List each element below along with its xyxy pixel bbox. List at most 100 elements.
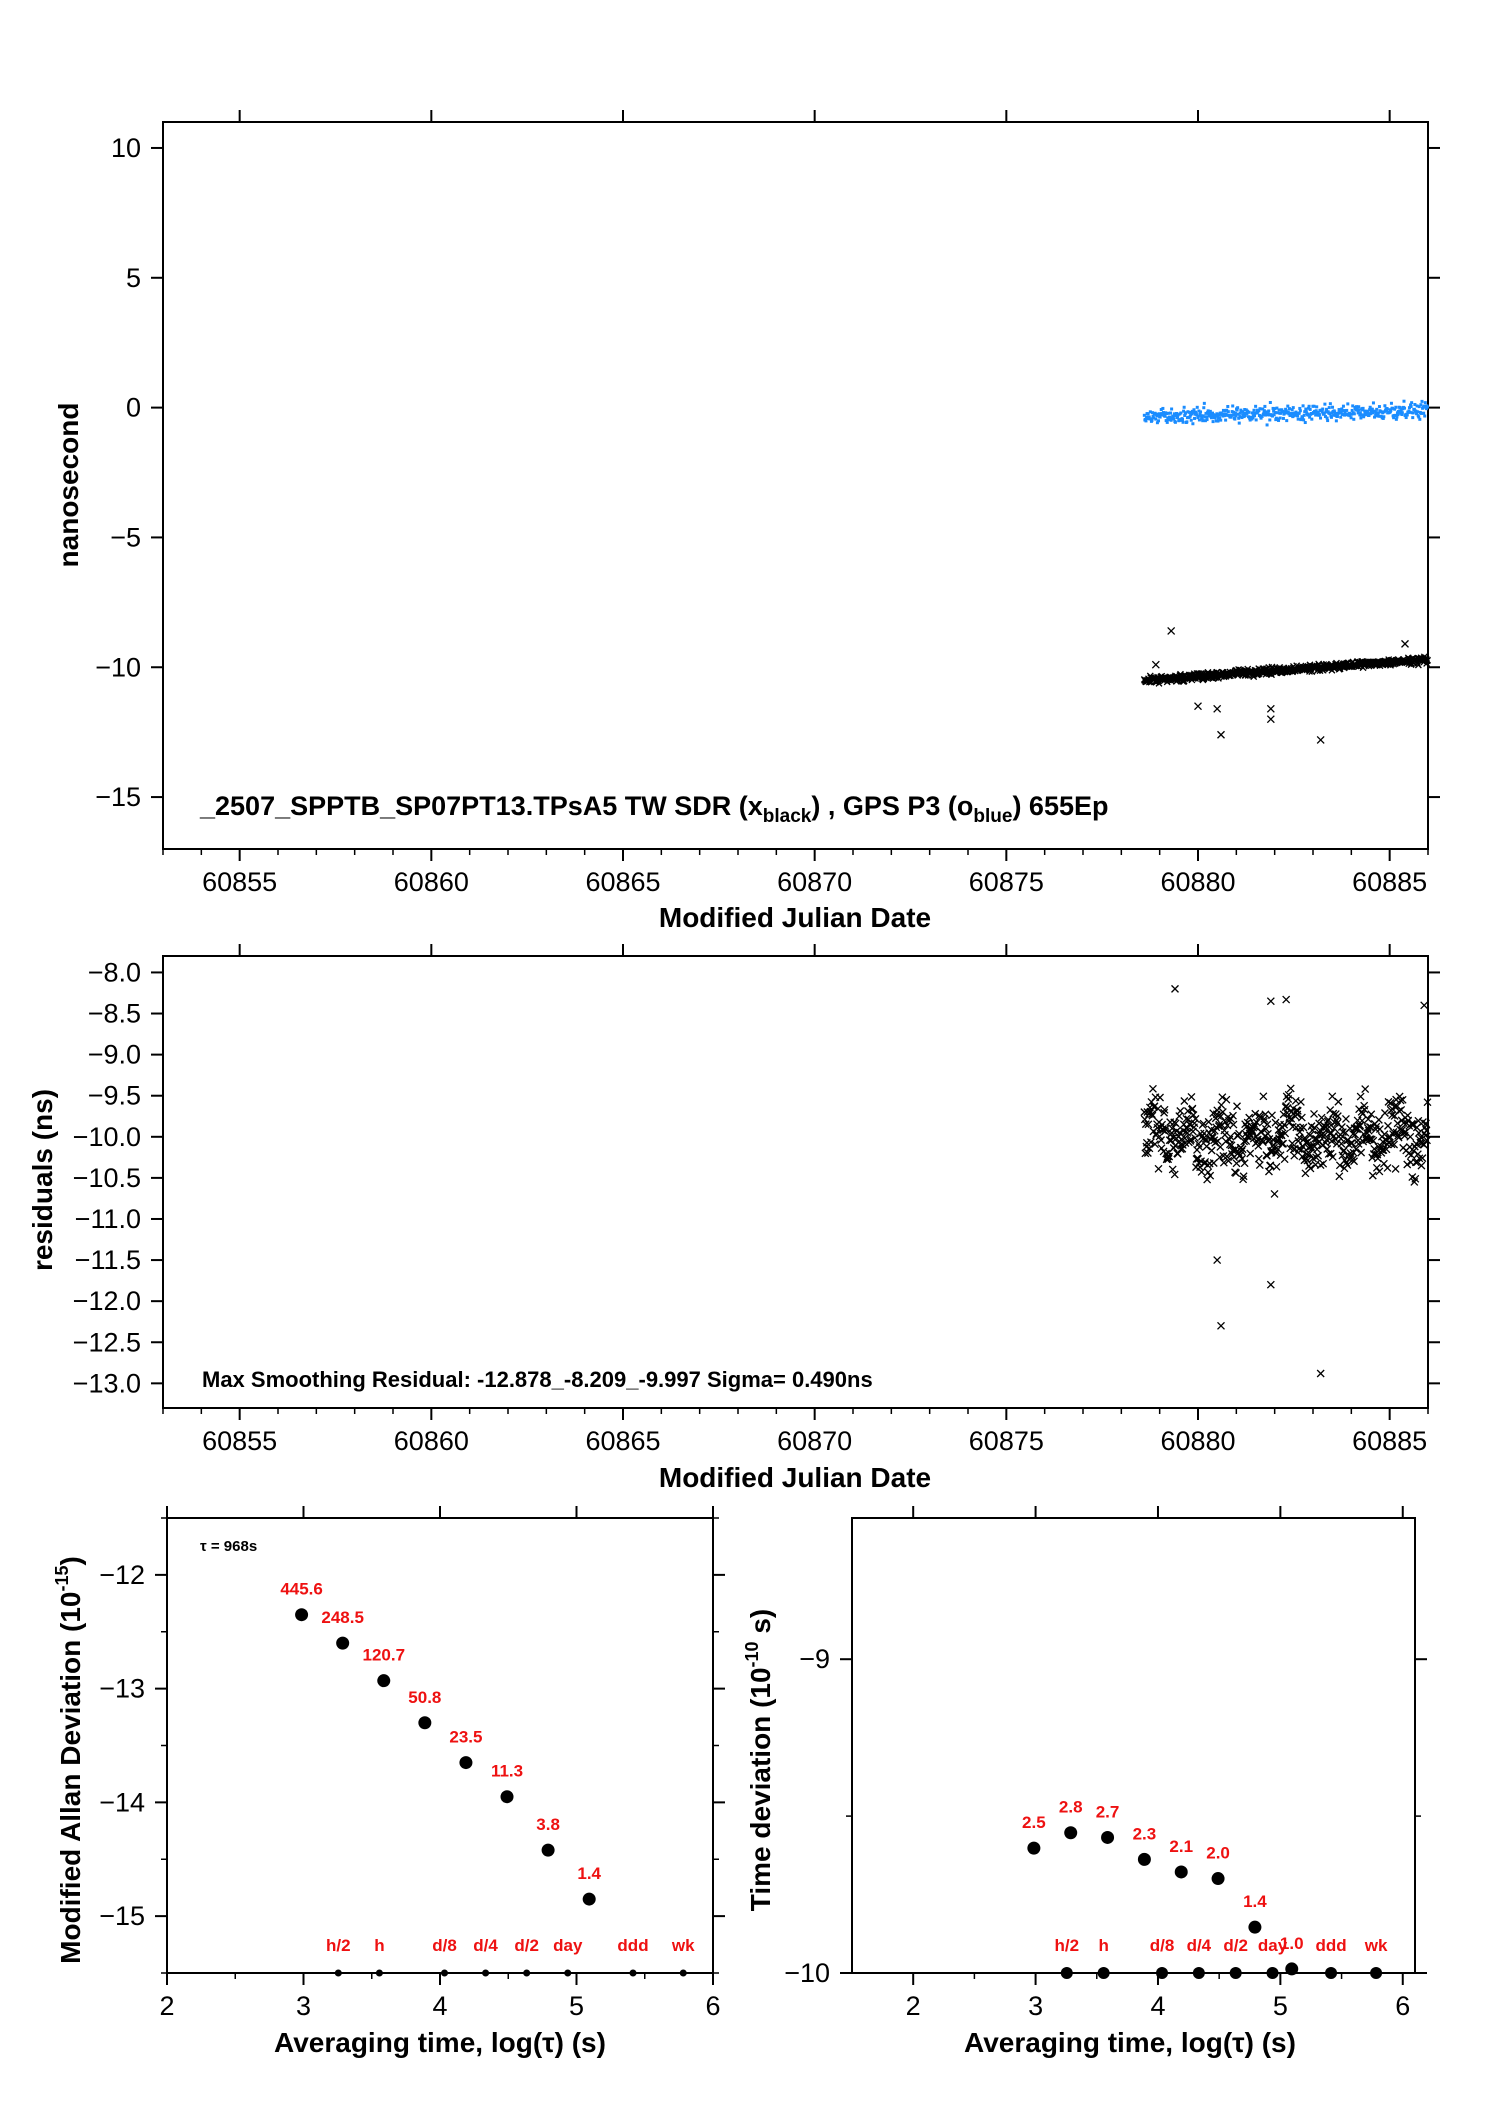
gps-dot-point bbox=[1172, 417, 1176, 421]
interval-marker-point bbox=[523, 1969, 531, 1977]
gps-dot-point bbox=[1165, 412, 1169, 416]
gps-dot-point bbox=[1348, 414, 1352, 418]
gps-dot-point bbox=[1179, 411, 1183, 415]
deviation-point bbox=[1137, 1852, 1151, 1866]
tdev-plot-frame bbox=[851, 1517, 1416, 1974]
gps-dot-point bbox=[1181, 420, 1185, 424]
gps-dot-point bbox=[1216, 419, 1220, 423]
gps-dot-point bbox=[1233, 411, 1237, 415]
x-marker-point bbox=[1239, 1175, 1248, 1184]
gps-dot-point bbox=[1209, 411, 1213, 415]
deviation-value-label: 11.3 bbox=[491, 1762, 523, 1781]
gps-dot-point bbox=[1279, 411, 1283, 415]
gps-dot-point bbox=[1294, 410, 1298, 414]
gps-dot-point bbox=[1154, 417, 1158, 421]
interval-marker-label: d/8 bbox=[432, 1936, 457, 1955]
time-series-x-axis-title: Modified Julian Date bbox=[659, 902, 931, 933]
gps-dot-point bbox=[1323, 402, 1327, 406]
x-marker-point bbox=[1148, 1084, 1157, 1093]
gps-dot-point bbox=[1371, 411, 1375, 415]
gps-dot-point bbox=[1155, 421, 1159, 425]
x-marker-point bbox=[1213, 704, 1222, 713]
gps-dot-point bbox=[1321, 407, 1325, 411]
x-marker-point bbox=[1317, 1113, 1326, 1122]
gps-dot-point bbox=[1419, 403, 1423, 407]
gps-dot-point bbox=[1400, 411, 1404, 415]
x-tick-label: 5 bbox=[1273, 1991, 1288, 2021]
gps-dot-point bbox=[1395, 415, 1399, 419]
gps-dot-point bbox=[1290, 408, 1294, 412]
x-tick-label: 4 bbox=[432, 1991, 447, 2021]
gps-dot-point bbox=[1188, 410, 1192, 414]
gps-dot-point bbox=[1326, 419, 1330, 423]
x-marker-point bbox=[1219, 1158, 1228, 1167]
gps-dot-point bbox=[1223, 414, 1227, 418]
x-marker-point bbox=[1301, 1138, 1310, 1147]
title-part-black-sub: black bbox=[763, 806, 812, 827]
gps-dot-point bbox=[1377, 414, 1381, 418]
gps-dot-point bbox=[1379, 414, 1383, 418]
x-marker-point bbox=[1186, 1136, 1195, 1145]
x-marker-point bbox=[1323, 1145, 1332, 1153]
x-marker-point bbox=[1391, 1164, 1400, 1173]
gps-dot-point bbox=[1352, 417, 1356, 421]
gps-dot-point bbox=[1335, 415, 1339, 419]
interval-marker-point bbox=[1097, 1967, 1110, 1979]
interval-marker-point bbox=[1266, 1967, 1279, 1979]
gps-dot-point bbox=[1229, 415, 1233, 419]
gps-dot-point bbox=[1165, 420, 1169, 424]
x-marker-point bbox=[1240, 1159, 1249, 1168]
gps-dot-point bbox=[1225, 413, 1229, 417]
x-marker-point bbox=[1408, 1121, 1417, 1130]
interval-marker-label: day bbox=[1258, 1936, 1288, 1955]
gps-dot-point bbox=[1160, 413, 1164, 417]
deviation-value-label: 23.5 bbox=[449, 1728, 482, 1747]
gps-dot-point bbox=[1273, 411, 1277, 415]
gps-dot-point bbox=[1202, 406, 1206, 410]
x-marker-point bbox=[1238, 1154, 1247, 1163]
gps-dot-point bbox=[1412, 407, 1416, 411]
gps-dot-point bbox=[1147, 415, 1151, 419]
x-marker-point bbox=[1266, 1161, 1275, 1170]
x-marker-point bbox=[1232, 1159, 1241, 1168]
x-marker-point bbox=[1305, 1149, 1314, 1158]
gps-dot-point bbox=[1334, 419, 1338, 423]
x-marker-point bbox=[1324, 1149, 1333, 1158]
gps-dot-point bbox=[1410, 401, 1414, 405]
x-marker-point bbox=[1341, 1115, 1350, 1123]
gps-dot-point bbox=[1190, 412, 1194, 416]
gps-dot-point bbox=[1268, 401, 1272, 405]
interval-marker-label: h bbox=[1098, 1936, 1108, 1955]
x-marker-point bbox=[1386, 1099, 1395, 1107]
gps-dot-point bbox=[1333, 410, 1337, 414]
x-marker-point bbox=[1282, 995, 1291, 1004]
x-marker-point bbox=[1328, 1153, 1337, 1161]
allan-tau-annotation: τ = 968s bbox=[200, 1538, 257, 1555]
x-tick-label: 3 bbox=[1028, 1991, 1043, 2021]
x-marker-point bbox=[1255, 1161, 1264, 1169]
x-tick-label: 3 bbox=[296, 1991, 311, 2021]
gps-dot-point bbox=[1306, 413, 1310, 417]
gps-dot-point bbox=[1249, 415, 1253, 419]
x-marker-point bbox=[1251, 1109, 1260, 1118]
x-marker-point bbox=[1154, 1104, 1162, 1113]
deviation-point bbox=[1285, 1962, 1299, 1976]
x-marker-point bbox=[1258, 1136, 1267, 1145]
x-marker-point bbox=[1167, 626, 1176, 635]
y-tick-label: −13.0 bbox=[73, 1368, 141, 1398]
tdev-y-axis-title: Time deviation (10-10 s) bbox=[742, 1609, 776, 1912]
gps-dot-point bbox=[1324, 410, 1328, 414]
gps-dot-point bbox=[1166, 411, 1170, 415]
gps-dot-point bbox=[1214, 419, 1218, 423]
gps-dot-point bbox=[1167, 417, 1171, 421]
x-marker-point bbox=[1360, 1105, 1369, 1114]
gps-dot-point bbox=[1349, 416, 1353, 420]
x-marker-point bbox=[1272, 1162, 1281, 1171]
interval-marker-label: ddd bbox=[1315, 1936, 1346, 1955]
gps-dot-point bbox=[1373, 415, 1377, 419]
interval-marker-label: wk bbox=[1364, 1936, 1388, 1955]
x-marker-point bbox=[1293, 1106, 1302, 1115]
x-marker-point bbox=[1401, 639, 1409, 648]
x-marker-point bbox=[1387, 1140, 1396, 1149]
y-tick-label: −15 bbox=[95, 782, 141, 812]
